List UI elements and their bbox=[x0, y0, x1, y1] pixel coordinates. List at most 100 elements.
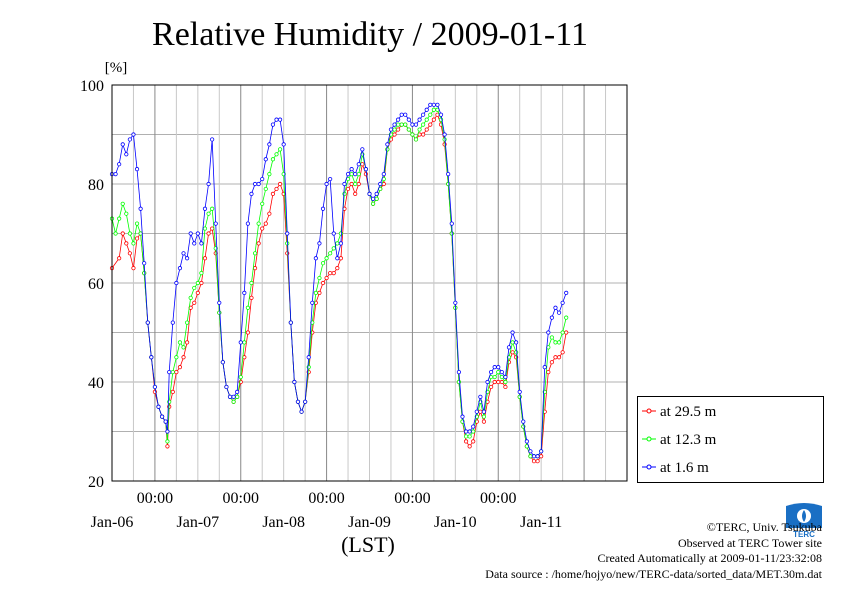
data-point bbox=[252, 251, 258, 256]
data-point bbox=[263, 221, 268, 226]
data-point bbox=[406, 117, 411, 122]
series-line bbox=[111, 113, 567, 462]
data-point bbox=[481, 414, 487, 419]
legend-swatch-marker bbox=[646, 436, 652, 442]
data-point bbox=[213, 221, 218, 226]
data-point bbox=[385, 142, 390, 147]
data-point bbox=[524, 439, 529, 444]
data-point bbox=[338, 231, 343, 236]
data-point bbox=[288, 320, 293, 325]
data-point bbox=[463, 439, 469, 444]
data-point bbox=[317, 290, 322, 295]
data-point bbox=[285, 231, 290, 236]
data-point bbox=[417, 127, 422, 132]
data-point bbox=[134, 167, 140, 172]
data-point bbox=[496, 379, 501, 385]
series-1 bbox=[109, 112, 569, 464]
data-point bbox=[142, 261, 147, 266]
plot-frame bbox=[111, 84, 628, 482]
data-point bbox=[227, 394, 233, 399]
data-point bbox=[410, 132, 415, 137]
x-time-label: 00:00 bbox=[223, 490, 259, 507]
data-point bbox=[249, 280, 254, 286]
data-point bbox=[496, 365, 501, 370]
data-point bbox=[542, 365, 547, 370]
data-point bbox=[546, 369, 551, 375]
data-point bbox=[277, 181, 283, 187]
footer-copyright: ©TERC, Univ. Tsukuba bbox=[706, 520, 822, 534]
data-point bbox=[152, 384, 158, 390]
data-point bbox=[270, 157, 276, 162]
data-point bbox=[396, 122, 401, 127]
data-point bbox=[367, 191, 372, 196]
data-point bbox=[231, 399, 236, 404]
data-point bbox=[238, 340, 243, 345]
data-point bbox=[124, 211, 129, 216]
data-point bbox=[124, 152, 129, 157]
data-point bbox=[295, 399, 301, 404]
data-point bbox=[252, 266, 258, 271]
data-point bbox=[145, 320, 150, 325]
data-point bbox=[510, 350, 515, 355]
data-point bbox=[317, 241, 322, 246]
data-point bbox=[270, 122, 276, 127]
data-point bbox=[564, 315, 569, 320]
legend: at 29.5 m at 12.3 m at 1.6 m bbox=[637, 396, 824, 483]
data-point bbox=[410, 122, 415, 127]
data-point bbox=[274, 152, 279, 157]
data-point bbox=[396, 117, 401, 122]
data-point bbox=[256, 221, 261, 226]
y-tick-label: 60 bbox=[88, 276, 104, 293]
x-day-label: Jan-07 bbox=[177, 514, 220, 531]
legend-label: at 1.6 m bbox=[660, 460, 709, 476]
data-point bbox=[206, 231, 211, 236]
data-point bbox=[424, 107, 429, 112]
data-point bbox=[463, 429, 469, 434]
x-day-label: Jan-06 bbox=[91, 514, 134, 531]
data-point bbox=[331, 231, 336, 236]
data-point bbox=[428, 102, 433, 107]
data-point bbox=[467, 434, 472, 439]
data-point bbox=[328, 251, 333, 256]
data-point bbox=[517, 394, 522, 399]
data-point bbox=[553, 340, 558, 345]
data-point bbox=[499, 369, 504, 375]
data-point bbox=[546, 330, 551, 335]
data-point bbox=[217, 310, 222, 315]
data-point bbox=[535, 459, 540, 464]
data-point bbox=[342, 181, 347, 187]
data-point bbox=[399, 112, 404, 117]
logo-text: TERC bbox=[793, 530, 815, 539]
data-point bbox=[320, 280, 326, 286]
data-point bbox=[317, 275, 322, 281]
data-point bbox=[396, 127, 401, 132]
data-point bbox=[306, 355, 311, 360]
data-point bbox=[277, 147, 283, 152]
data-point bbox=[413, 122, 419, 127]
data-point bbox=[127, 231, 132, 236]
data-point bbox=[195, 290, 200, 295]
data-point bbox=[539, 449, 544, 454]
data-point bbox=[199, 270, 204, 276]
data-point bbox=[471, 429, 476, 434]
data-point bbox=[220, 360, 225, 365]
data-point bbox=[370, 196, 376, 201]
data-point bbox=[113, 172, 118, 177]
data-point bbox=[138, 206, 143, 211]
data-point bbox=[242, 290, 247, 295]
data-point bbox=[531, 459, 537, 464]
data-point bbox=[385, 147, 390, 152]
data-point bbox=[503, 374, 508, 380]
grid-lines bbox=[112, 85, 627, 481]
data-point bbox=[421, 112, 426, 117]
data-point bbox=[117, 216, 122, 221]
x-time-label: 00:00 bbox=[308, 490, 344, 507]
data-point bbox=[174, 280, 179, 286]
data-point bbox=[560, 300, 565, 305]
data-point bbox=[345, 186, 351, 192]
data-point bbox=[210, 226, 215, 231]
data-point bbox=[403, 112, 408, 117]
data-point bbox=[163, 419, 168, 424]
data-point bbox=[263, 186, 268, 192]
data-point bbox=[556, 340, 562, 345]
